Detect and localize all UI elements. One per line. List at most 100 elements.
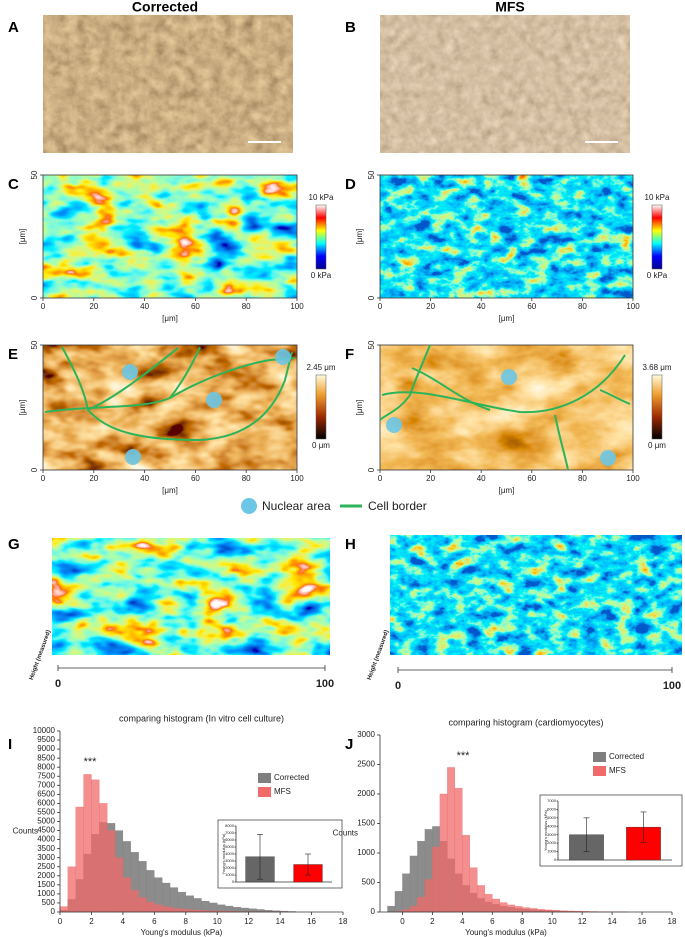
y-tick-label: 2500	[37, 862, 55, 871]
colorbar	[651, 204, 663, 270]
y-tick-label: 50	[30, 340, 39, 349]
y-tick-label: 7000	[37, 780, 55, 789]
histogram-bar	[477, 885, 485, 913]
annotation: ***	[457, 750, 471, 762]
inset-y-label: Young's modulus (kPa)	[221, 833, 226, 875]
panel-letter: I	[8, 736, 12, 753]
histogram-bar	[59, 906, 69, 913]
inset-y-tick-label: 5000	[225, 844, 235, 849]
inset-y-tick-label: 0	[232, 879, 235, 884]
map-image	[43, 175, 297, 298]
x-tick-label: 6	[152, 917, 157, 926]
y-tick-label: 1000	[37, 889, 55, 898]
panel-letter: D	[345, 176, 356, 193]
y-tick-label: 0	[30, 295, 39, 300]
panel-letter: A	[8, 19, 19, 36]
colorbar-max: 10 kPa	[645, 193, 670, 202]
histogram-bar	[447, 767, 456, 913]
y-tick-label: 9000	[37, 744, 55, 753]
x-tick-label: 10	[213, 917, 222, 926]
y-tick-label: 50	[30, 170, 39, 179]
histogram-bar	[462, 835, 470, 913]
panel-letter: F	[345, 346, 354, 363]
border-line	[381, 354, 626, 414]
border-line	[411, 367, 491, 411]
x-axis-label: [μm]	[499, 486, 515, 495]
y-tick-label: 6500	[37, 789, 55, 798]
x-tick-label: 100	[290, 474, 304, 483]
histogram-bar	[424, 879, 433, 913]
y-tick-label: 2000	[37, 871, 55, 880]
y-tick-label: 5500	[37, 808, 55, 817]
legend-nucleus	[241, 498, 257, 514]
x-tick-label: 100	[316, 678, 334, 690]
x-tick-label: 60	[527, 474, 536, 483]
histogram-bar	[514, 906, 523, 913]
inset-y-tick-label: 1000	[225, 872, 235, 877]
histogram-bar	[201, 900, 210, 913]
x-tick-label: 10	[548, 917, 557, 926]
histogram-bar	[114, 857, 124, 913]
y-tick-label: 1000	[357, 848, 375, 857]
x-tick-label: 0	[395, 680, 401, 692]
colorbar-max: 3.68 μm	[642, 363, 671, 372]
inset-y-tick-label: 2000	[547, 840, 557, 845]
border-line	[169, 346, 201, 399]
x-tick-label: 0	[378, 474, 383, 483]
x-tick-label: 40	[140, 474, 149, 483]
map-frame	[42, 174, 298, 299]
x-tick-label: 20	[89, 474, 98, 483]
x-tick-label: 0	[41, 302, 46, 311]
x-tick-label: 60	[527, 302, 536, 311]
x-tick-label: 20	[426, 474, 435, 483]
x-tick-label: 20	[426, 302, 435, 311]
histogram-bar	[107, 830, 116, 913]
histogram-bar	[522, 907, 530, 913]
nucleus	[501, 369, 517, 385]
histogram-bar	[409, 855, 418, 913]
x-tick-label: 80	[242, 474, 251, 483]
inset-y-label: Young's modulus (kPa)	[543, 809, 548, 851]
histogram-bar	[409, 905, 418, 913]
inset-y-tick-label: 4000	[225, 851, 235, 856]
legend-text: Cell border	[368, 499, 427, 513]
histogram-bar	[499, 902, 508, 913]
inset-y-tick-label: 6000	[225, 837, 235, 842]
colorbar-min: 0 kPa	[311, 271, 332, 280]
y-tick-label: 9500	[37, 735, 55, 744]
legend-swatch	[258, 787, 271, 797]
x-tick-label: 18	[668, 917, 677, 926]
y-tick-label: 2500	[357, 760, 375, 769]
height-axis-label: Height (measured)	[29, 629, 53, 681]
x-tick-label: 0	[41, 474, 46, 483]
y-axis-label: [μm]	[18, 400, 27, 416]
y-tick-label: 0	[367, 467, 376, 472]
chart-title: comparing histogram (In vitro cell cultu…	[119, 713, 284, 723]
x-tick-label: 6	[490, 917, 495, 926]
y-tick-label: 0	[51, 907, 56, 916]
histogram-bar	[177, 908, 186, 913]
colorbar-max: 10 kPa	[309, 193, 334, 202]
histogram-bar	[507, 904, 515, 913]
map-image	[380, 345, 633, 470]
map-image	[43, 345, 297, 470]
colorbar	[651, 374, 663, 440]
x-tick-label: 8	[184, 917, 189, 926]
x-tick-label: 14	[608, 917, 617, 926]
colorbar-min: 0 μm	[312, 441, 330, 450]
border-line	[379, 344, 431, 421]
y-tick-label: 500	[42, 898, 56, 907]
histogram-bar	[432, 846, 441, 913]
inset-y-tick-label: 7000	[225, 830, 235, 835]
y-tick-label: 50	[367, 340, 376, 349]
histogram-bar	[224, 905, 234, 913]
histogram-bar	[492, 898, 500, 913]
inset-y-tick-label: 5000	[547, 815, 557, 820]
legend-label: MFS	[609, 766, 626, 775]
histogram-bar	[469, 867, 478, 913]
inset-frame	[217, 819, 343, 889]
x-tick-label: 8	[520, 917, 525, 926]
panel-letter: J	[345, 736, 353, 753]
y-tick-label: 3000	[357, 730, 375, 739]
